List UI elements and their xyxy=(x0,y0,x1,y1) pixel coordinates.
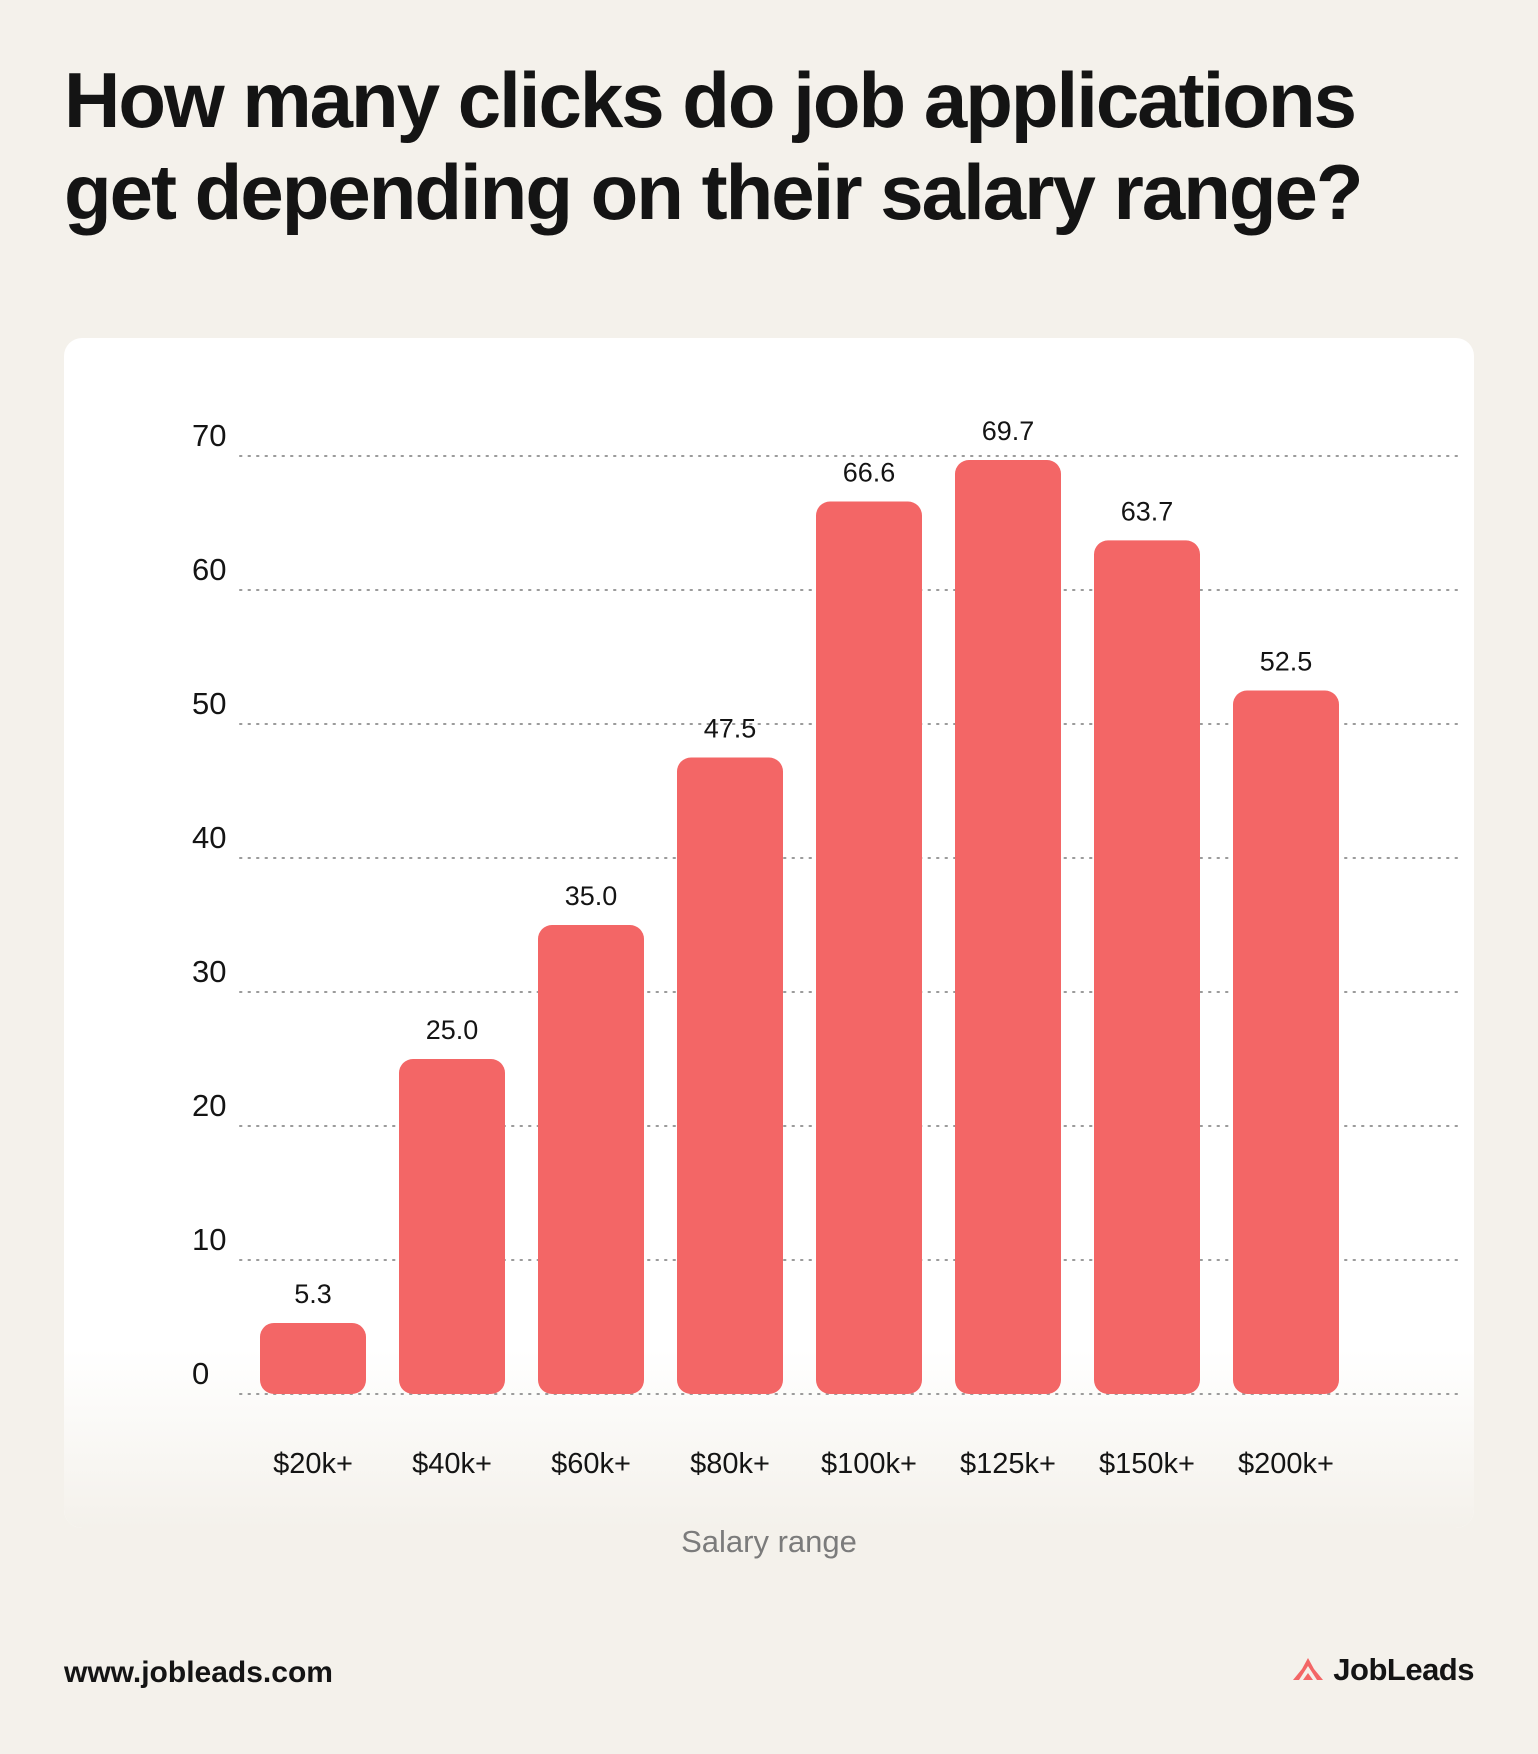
x-tick-label: $150k+ xyxy=(1099,1448,1195,1480)
y-tick-label: 0 xyxy=(192,1356,209,1391)
data-label: 47.5 xyxy=(704,714,757,744)
bar-8 xyxy=(1233,690,1339,1394)
data-label: 35.0 xyxy=(565,881,618,911)
footer-url: www.jobleads.com xyxy=(64,1656,333,1689)
data-label: 66.6 xyxy=(843,458,896,488)
data-label: 69.7 xyxy=(982,416,1035,446)
x-tick-label: $40k+ xyxy=(412,1448,492,1480)
x-tick-label: $125k+ xyxy=(960,1448,1056,1480)
bar-5 xyxy=(816,501,922,1394)
bar-2 xyxy=(399,1059,505,1394)
y-tick-label: 70 xyxy=(192,418,226,453)
y-tick-label: 60 xyxy=(192,552,226,587)
y-tick-label: 50 xyxy=(192,686,226,721)
y-tick-label: 40 xyxy=(192,820,226,855)
bar-chart: 0 10 20 30 40 50 60 70 5.3 $20k+ 25.0 $40k+ 35.0 $60k… xyxy=(192,416,1463,1480)
y-tick-label: 30 xyxy=(192,954,226,989)
chart-title: How many clicks do job applications get … xyxy=(64,56,1364,236)
brand-logo: JobLeads xyxy=(1291,1652,1474,1688)
bar-6 xyxy=(955,460,1061,1394)
x-tick-label: $200k+ xyxy=(1238,1448,1334,1480)
y-tick-label: 20 xyxy=(192,1088,226,1123)
x-tick-label: $100k+ xyxy=(821,1448,917,1480)
data-label: 52.5 xyxy=(1260,647,1313,677)
bar-1 xyxy=(260,1322,366,1394)
jobleads-logo-icon xyxy=(1293,1658,1324,1680)
bar-4 xyxy=(677,757,783,1394)
data-label: 25.0 xyxy=(426,1015,479,1045)
y-tick-label: 10 xyxy=(192,1222,226,1257)
x-axis-label: Salary range xyxy=(681,1524,857,1559)
bar-3 xyxy=(538,925,644,1394)
data-label: 63.7 xyxy=(1121,496,1174,526)
bar-7 xyxy=(1094,540,1200,1394)
brand-name: JobLeads xyxy=(1333,1652,1474,1687)
x-tick-label: $60k+ xyxy=(551,1448,631,1480)
x-tick-label: $20k+ xyxy=(273,1448,353,1480)
data-label: 5.3 xyxy=(294,1279,332,1309)
x-tick-label: $80k+ xyxy=(690,1448,770,1480)
